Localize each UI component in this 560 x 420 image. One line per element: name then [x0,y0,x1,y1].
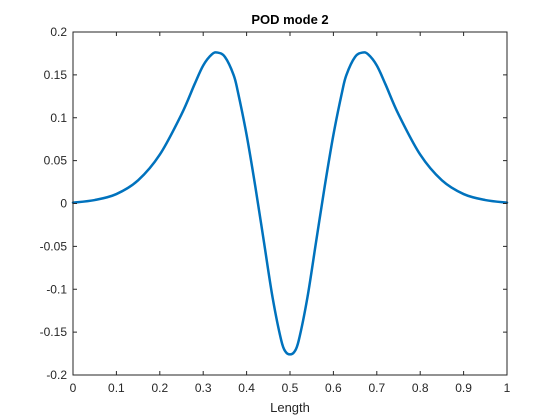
y-tick-label: 0.15 [44,68,68,82]
x-axis-label: Length [270,400,310,415]
y-tick-label: -0.1 [46,282,67,296]
x-tick-label: 0.4 [238,381,255,395]
y-tick-label: 0.1 [50,111,67,125]
x-tick-label: 0.9 [455,381,472,395]
x-tick-label: 0.2 [151,381,168,395]
y-tick-label: -0.15 [40,325,68,339]
y-tick-label: -0.05 [40,239,68,253]
x-tick-label: 0.7 [368,381,385,395]
y-tick-label: 0.2 [50,25,67,39]
x-tick-label: 1 [504,381,511,395]
x-tick-label: 0 [70,381,77,395]
chart-title: POD mode 2 [251,12,328,27]
x-tick-label: 0.8 [412,381,429,395]
x-tick-label: 0.3 [195,381,212,395]
tick-layer: 0 0.1 0.2 0.3 0.4 0.5 0.6 0.7 0.8 0.9 1 -0.2 -0.15 -0… [40,25,511,395]
series-line [71,51,509,356]
series-layer [71,51,509,356]
x-tick-label: 0.5 [282,381,299,395]
plot-background [73,32,507,375]
x-tick-label: 0.1 [108,381,125,395]
y-tick-label: 0.05 [44,154,68,168]
x-tick-label: 0.6 [325,381,342,395]
y-tick-label: 0 [60,197,67,211]
y-tick-label: -0.2 [46,368,67,382]
